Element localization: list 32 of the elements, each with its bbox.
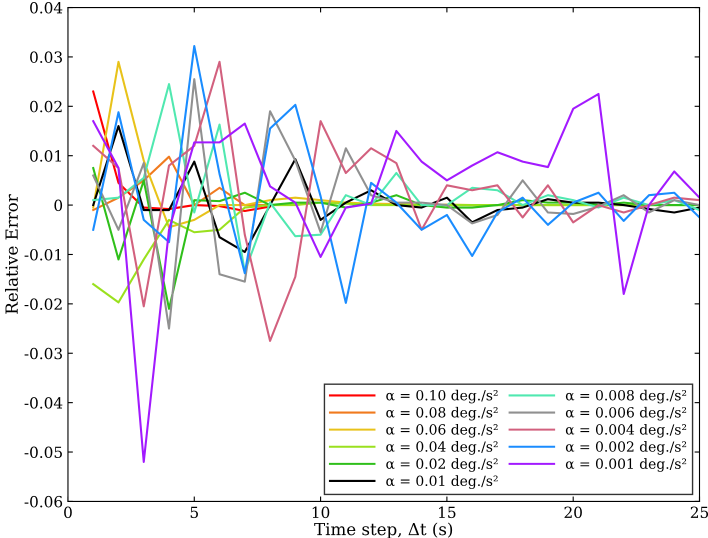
x-tick-label: 5 — [190, 506, 198, 518]
legend-label: α = 0.004 deg./s² — [566, 424, 686, 438]
y-tick-label: 0.02 — [30, 100, 62, 112]
legend-label: α = 0.04 deg./s² — [386, 441, 498, 455]
y-tick-label: -0.06 — [24, 496, 62, 508]
legend-label: α = 0.08 deg./s² — [386, 406, 498, 420]
y-tick-label: -0.05 — [24, 446, 62, 458]
legend-label: α = 0.006 deg./s² — [566, 406, 686, 420]
x-tick-label: 15 — [439, 506, 456, 518]
x-tick-label: 0 — [64, 506, 72, 518]
x-tick-label: 20 — [564, 506, 582, 518]
line-series — [92, 90, 272, 212]
x-tick-label: 25 — [690, 506, 708, 518]
y-tick-label: -0.03 — [24, 348, 62, 360]
legend-label: α = 0.001 deg./s² — [566, 458, 686, 472]
y-tick-label: -0.01 — [24, 248, 61, 260]
y-tick-label: 0.01 — [30, 150, 61, 162]
y-tick-label: -0.02 — [24, 298, 62, 310]
x-tick-label: 10 — [312, 506, 330, 518]
y-tick-label: 0.04 — [30, 2, 62, 14]
legend-label: α = 0.008 deg./s² — [566, 390, 686, 404]
legend-label: α = 0.06 deg./s² — [386, 424, 498, 438]
y-axis-title: Relative Error — [5, 194, 18, 314]
y-tick-label: 0.03 — [30, 51, 62, 63]
y-tick-label: 0 — [54, 200, 62, 212]
y-tick-label: -0.04 — [24, 397, 62, 409]
legend-label: α = 0.002 deg./s² — [566, 441, 686, 455]
legend-label: α = 0.01 deg./s² — [386, 475, 498, 489]
legend-label: α = 0.02 deg./s² — [386, 458, 498, 472]
line-series — [92, 167, 700, 310]
legend-label: α = 0.10 deg./s² — [386, 390, 498, 404]
line-series — [92, 45, 700, 304]
